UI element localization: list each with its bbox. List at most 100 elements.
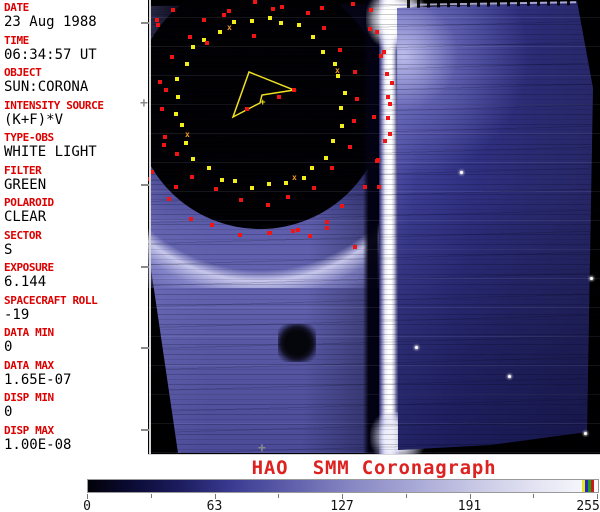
red-fiducial-dot	[372, 115, 376, 119]
field-label: DATA MIN	[4, 327, 54, 339]
sun-center-cross-bottom: +	[258, 441, 266, 456]
dark-blemish	[278, 324, 316, 362]
colorbar-minor-tick	[405, 494, 407, 498]
red-inner-fiducial-ring-dot	[311, 186, 316, 191]
red-inner-fiducial-ring-dot	[347, 145, 352, 150]
yellow-fiducial-ring-dot	[266, 181, 271, 186]
field-value: 1.00E-08	[4, 436, 72, 453]
red-fiducial-dot	[369, 8, 373, 12]
field-value: 1.65E-07	[4, 371, 72, 388]
field-time: TIME 06:34:57 UT	[0, 35, 148, 68]
star-point	[508, 375, 511, 378]
red-outer-fiducial-ring-dot	[167, 197, 172, 202]
red-inner-fiducial-ring-dot	[337, 47, 342, 52]
colorbar-major-tick	[214, 494, 216, 499]
field-sector: SECTOR S	[0, 230, 148, 263]
red-inner-fiducial-ring-dot	[170, 54, 175, 59]
yellow-fiducial-ring-dot	[309, 165, 314, 170]
field-label: TIME	[4, 34, 29, 47]
left-axis-tick	[141, 429, 149, 431]
red-fiducial-dot	[353, 245, 357, 249]
field-value: WHITE LIGHT	[4, 144, 97, 160]
sector-polygon	[231, 71, 297, 119]
yellow-fiducial-ring-dot	[320, 49, 325, 54]
red-inner-fiducial-ring-dot	[306, 11, 311, 16]
red-fiducial-dot	[252, 34, 256, 38]
yellow-fiducial-ring-dot	[191, 156, 196, 161]
sector-overlay	[231, 71, 297, 119]
red-inner-fiducial-ring-dot	[330, 165, 335, 170]
red-outer-fiducial-ring-dot	[387, 102, 392, 107]
field-value: (K+F)*V	[4, 111, 64, 128]
colorbar-major-tick	[87, 494, 88, 499]
star-point	[415, 346, 418, 349]
sun-center-mark: +	[260, 98, 266, 108]
red-fiducial-dot	[383, 139, 387, 143]
red-inner-fiducial-ring-dot	[354, 97, 359, 102]
red-fiducial-dot	[386, 116, 390, 120]
red-inner-fiducial-ring-dot	[162, 134, 167, 139]
red-inner-fiducial-ring-dot	[226, 9, 231, 14]
field-label: EXPOSURE	[4, 262, 54, 274]
occulting-disk	[148, 0, 386, 229]
red-outer-fiducial-ring-dot	[351, 2, 356, 7]
yellow-fiducial-ring-dot	[339, 123, 344, 128]
red-outer-fiducial-ring-dot	[390, 80, 395, 85]
red-outer-fiducial-ring-dot	[148, 177, 150, 182]
field-label: DATE	[4, 2, 29, 14]
yellow-fiducial-ring-dot	[284, 180, 289, 185]
red-fiducial-dot	[171, 8, 175, 12]
yellow-fiducial-ring-dot	[250, 19, 255, 24]
field-label: INTENSITY SOURCE	[4, 99, 104, 112]
red-fiducial-dot	[162, 143, 166, 147]
red-inner-fiducial-ring-dot	[190, 174, 195, 179]
red-inner-fiducial-ring-dot	[265, 202, 270, 207]
field-label: SECTOR	[4, 229, 42, 242]
colorbar-end-stripes	[582, 480, 594, 492]
left-axis-tick	[141, 266, 149, 268]
red-inner-fiducial-ring-dot	[286, 194, 291, 199]
red-fiducial-dot	[156, 23, 160, 27]
field-date: DATE 23 Aug 1988	[0, 2, 148, 35]
yellow-fiducial-ring-dot	[338, 106, 343, 111]
yellow-fiducial-ring-dot	[310, 35, 315, 40]
field-label: SPACECRAFT ROLL	[4, 294, 98, 307]
red-fiducial-dot	[308, 234, 312, 238]
field-value: SUN:CORONA	[4, 79, 89, 95]
field-label: TYPE-OBS	[4, 132, 54, 144]
yellow-fiducial-ring-dot	[343, 90, 348, 95]
red-fiducial-dot	[245, 107, 249, 111]
red-fiducial-dot	[325, 226, 329, 230]
field-label: OBJECT	[4, 67, 42, 79]
orange-x-mark: x	[185, 130, 190, 139]
field-exposure: EXPOSURE 6.144	[0, 262, 148, 295]
red-outer-fiducial-ring-dot	[324, 219, 329, 224]
yellow-fiducial-ring-dot	[173, 112, 178, 117]
yellow-fiducial-ring-dot	[335, 74, 340, 79]
red-inner-fiducial-ring-dot	[160, 107, 165, 112]
field-label: DATA MAX	[4, 359, 54, 372]
field-data-min: DATA MIN 0	[0, 327, 148, 360]
red-outer-fiducial-ring-dot	[340, 204, 345, 209]
red-fiducial-dot	[382, 50, 386, 54]
colorbar-tick-label: 63	[206, 499, 223, 512]
yellow-fiducial-ring-dot	[279, 20, 284, 25]
yellow-fiducial-ring-dot	[330, 138, 335, 143]
left-axis-tick	[141, 347, 149, 349]
red-inner-fiducial-ring-dot	[158, 79, 163, 84]
footer: HAO SMM Coronagraph 0 63 127 191 255	[0, 455, 600, 512]
coronagraph-image: x x x x +	[148, 0, 600, 455]
orange-x-mark: x	[227, 23, 232, 32]
star-point	[584, 432, 587, 435]
field-value: 6.144	[4, 274, 47, 290]
field-label: DISP MIN	[4, 392, 54, 404]
colorbar-tick-label: 191	[457, 499, 482, 512]
yellow-fiducial-ring-dot	[184, 61, 189, 66]
red-fiducial-dot	[164, 88, 168, 92]
left-axis-tick	[141, 184, 149, 186]
field-value: S	[4, 241, 13, 258]
red-fiducial-dot	[271, 7, 275, 11]
red-inner-fiducial-ring-dot	[201, 18, 206, 23]
dark-gap-strip	[363, 0, 382, 455]
